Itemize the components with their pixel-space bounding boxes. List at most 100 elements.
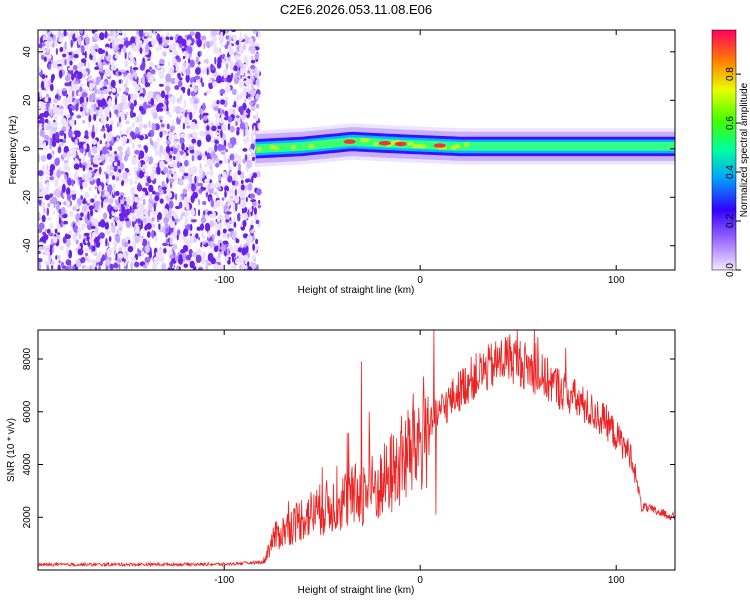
noise-speck <box>55 48 59 55</box>
noise-speck <box>240 197 246 201</box>
noise-speck <box>199 113 202 121</box>
noise-speck <box>195 233 199 239</box>
noise-speck <box>178 77 183 81</box>
noise-speck <box>152 190 156 195</box>
noise-speck <box>239 46 245 54</box>
noise-speck <box>141 238 148 247</box>
noise-speck <box>219 37 223 42</box>
noise-speck <box>108 236 112 242</box>
noise-speck <box>180 195 183 200</box>
snr-plot-area <box>38 330 675 568</box>
noise-speck <box>145 44 150 53</box>
noise-speck <box>48 105 51 115</box>
noise-speck <box>115 190 120 196</box>
noise-speck <box>81 92 88 98</box>
noise-speck <box>54 94 59 100</box>
noise-speck <box>39 90 42 99</box>
noise-speck <box>43 206 46 214</box>
noise-speck <box>209 168 214 177</box>
noise-speck <box>250 45 256 55</box>
noise-speck <box>158 36 163 45</box>
noise-speck <box>205 171 210 176</box>
noise-speck <box>182 87 186 94</box>
noise-speck <box>144 245 151 253</box>
noise-speck <box>185 239 189 245</box>
noise-speck <box>233 77 239 85</box>
noise-speck <box>162 51 167 57</box>
noise-speck <box>58 37 63 43</box>
noise-speck <box>113 241 118 247</box>
noise-speck <box>162 131 166 137</box>
noise-speck <box>227 123 231 131</box>
noise-speck <box>129 136 133 144</box>
noise-speck <box>38 66 42 74</box>
noise-speck <box>59 130 65 137</box>
noise-speck <box>80 45 85 54</box>
noise-speck <box>242 148 248 152</box>
noise-speck <box>179 136 185 145</box>
noise-speck <box>226 247 230 256</box>
noise-speck <box>154 195 160 202</box>
noise-speck <box>178 182 184 186</box>
noise-speck <box>123 101 129 110</box>
noise-speck <box>160 115 164 121</box>
noise-speck <box>96 142 100 149</box>
noise-speck <box>251 175 254 184</box>
noise-speck <box>214 139 219 144</box>
noise-speck <box>115 202 122 206</box>
noise-speck <box>85 108 89 114</box>
noise-speck <box>64 59 67 66</box>
noise-speck <box>132 81 137 87</box>
noise-speck <box>172 119 175 127</box>
noise-speck <box>240 184 245 191</box>
noise-speck <box>244 138 247 145</box>
signal-blob <box>463 142 470 147</box>
noise-speck <box>80 195 83 201</box>
noise-speck <box>219 88 226 95</box>
noise-speck <box>221 244 226 252</box>
noise-speck <box>250 219 254 226</box>
noise-speck <box>250 137 254 144</box>
noise-speck <box>176 229 181 236</box>
noise-speck <box>133 99 137 107</box>
noise-speck <box>111 224 116 234</box>
noise-speck <box>144 82 151 88</box>
noise-speck <box>257 122 260 130</box>
noise-speck <box>105 173 109 179</box>
noise-speck <box>165 140 172 145</box>
y-tick-label: -20 <box>22 190 33 205</box>
noise-speck <box>149 66 152 70</box>
noise-speck <box>204 222 211 232</box>
noise-speck <box>122 45 127 53</box>
noise-speck <box>240 179 244 185</box>
signal-blob <box>303 141 310 147</box>
noise-speck <box>47 202 51 208</box>
noise-speck <box>159 131 163 138</box>
noise-speck <box>147 132 151 137</box>
noise-speck <box>174 78 180 84</box>
noise-speck <box>160 90 166 99</box>
noise-speck <box>65 233 68 238</box>
noise-speck <box>229 220 233 224</box>
noise-speck <box>163 104 167 112</box>
noise-speck <box>169 155 173 159</box>
noise-speck <box>53 116 58 121</box>
noise-speck <box>170 147 174 152</box>
peak-amplitude <box>378 141 391 146</box>
noise-speck <box>191 81 196 89</box>
noise-speck <box>200 223 204 231</box>
noise-speck <box>93 32 99 41</box>
noise-speck <box>81 157 86 163</box>
noise-speck <box>104 107 110 117</box>
noise-speck <box>183 228 189 237</box>
noise-speck <box>77 227 82 234</box>
noise-speck <box>164 94 169 100</box>
noise-speck <box>183 172 189 177</box>
noise-speck <box>136 30 139 35</box>
noise-speck <box>84 130 89 136</box>
noise-speck <box>225 211 232 215</box>
noise-speck <box>57 146 62 154</box>
noise-speck <box>231 88 237 96</box>
noise-speck <box>193 110 196 115</box>
noise-speck <box>56 169 61 179</box>
